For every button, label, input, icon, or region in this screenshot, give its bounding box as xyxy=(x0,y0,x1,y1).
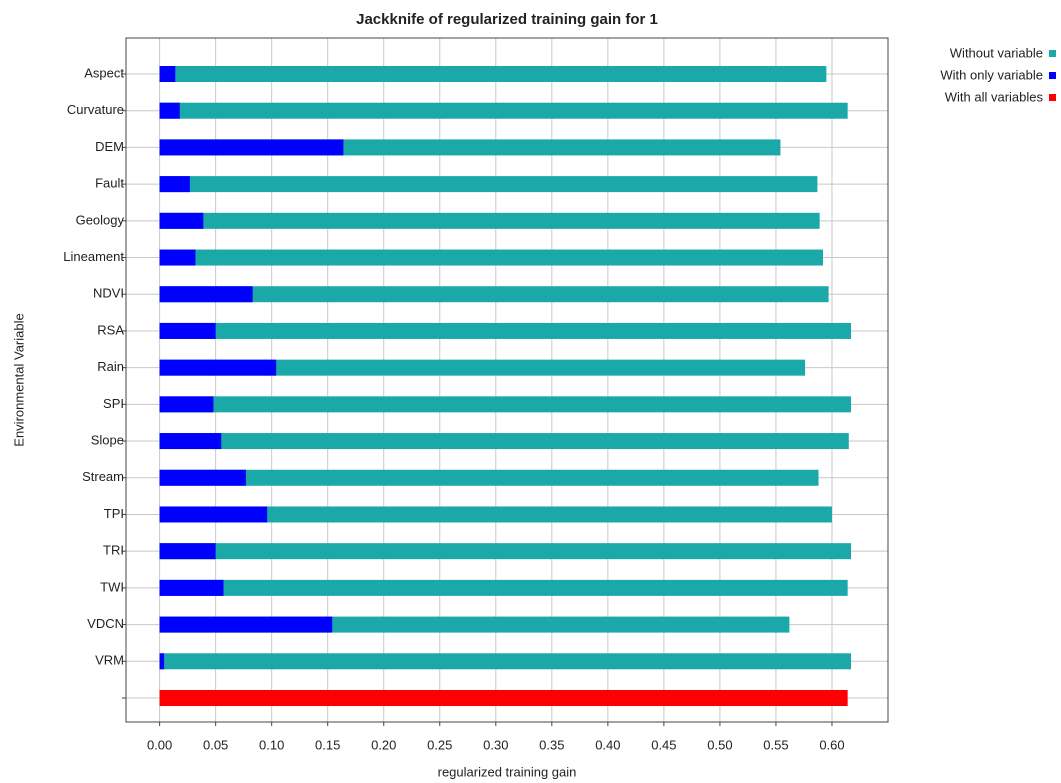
bar xyxy=(159,212,204,229)
x-tick-label: 0.20 xyxy=(371,737,396,752)
x-tick-label: 0.00 xyxy=(147,737,172,752)
bar xyxy=(159,359,806,376)
bar xyxy=(159,176,190,193)
y-axis-label: Environmental Variable xyxy=(11,313,26,446)
y-tick-label: Aspect xyxy=(84,65,124,80)
bar xyxy=(159,286,829,303)
legend-swatch xyxy=(1049,72,1056,79)
bar xyxy=(159,176,818,193)
bar xyxy=(159,249,196,266)
bar xyxy=(159,469,819,486)
y-tick-label: VDCN xyxy=(87,616,124,631)
bar xyxy=(159,469,246,486)
bar xyxy=(159,102,180,119)
chart-title: Jackknife of regularized training gain f… xyxy=(356,11,658,28)
x-tick-label: 0.50 xyxy=(707,737,732,752)
legend-swatch xyxy=(1049,50,1056,57)
x-tick-label: 0.05 xyxy=(203,737,228,752)
y-tick-label: TWI xyxy=(100,579,124,594)
y-tick-label: VRM xyxy=(95,653,124,668)
bar xyxy=(159,543,852,560)
bar xyxy=(159,653,165,670)
y-tick-label: Lineament xyxy=(63,249,124,264)
y-tick-label: Geology xyxy=(76,212,125,227)
x-tick-label: 0.35 xyxy=(539,737,564,752)
x-axis-label: regularized training gain xyxy=(438,764,577,779)
x-tick-label: 0.15 xyxy=(315,737,340,752)
bar xyxy=(159,433,222,450)
plot-frame xyxy=(125,37,889,723)
x-tick-label: 0.55 xyxy=(763,737,788,752)
bar xyxy=(159,543,216,560)
bar xyxy=(159,66,176,82)
bar xyxy=(159,322,216,339)
bar xyxy=(159,579,224,596)
bar xyxy=(159,396,852,413)
y-tick-label: Slope xyxy=(91,432,124,447)
bar xyxy=(159,616,333,633)
y-tick-label: Rain xyxy=(97,359,124,374)
bar xyxy=(159,690,848,706)
y-tick-label: Stream xyxy=(82,469,124,484)
bar xyxy=(159,286,253,303)
y-tick-label: SPI xyxy=(103,396,124,411)
y-tick-label: Curvature xyxy=(67,102,124,117)
legend-label: With only variable xyxy=(940,67,1043,82)
bar xyxy=(159,433,849,450)
y-tick-label: RSA xyxy=(97,322,124,337)
y-tick-label: Fault xyxy=(95,176,124,191)
legend-label: With all variables xyxy=(945,89,1044,104)
bar xyxy=(159,579,848,596)
bar xyxy=(159,249,824,266)
x-tick-label: 0.25 xyxy=(427,737,452,752)
bar xyxy=(159,359,277,376)
bar xyxy=(159,212,820,229)
bar xyxy=(159,396,214,413)
legend-swatch xyxy=(1049,94,1056,101)
x-tick-label: 0.45 xyxy=(651,737,676,752)
y-tick-label: NDVI xyxy=(93,286,124,301)
bar xyxy=(159,102,848,119)
bar xyxy=(159,139,344,156)
y-tick-label: TPI xyxy=(104,506,124,521)
x-tick-label: 0.30 xyxy=(483,737,508,752)
x-tick-label: 0.40 xyxy=(595,737,620,752)
x-tick-label: 0.10 xyxy=(259,737,284,752)
bar xyxy=(159,506,832,523)
legend-label: Without variable xyxy=(950,45,1043,60)
bar xyxy=(159,322,852,339)
y-tick-label: TRI xyxy=(103,543,124,558)
y-tick-label: DEM xyxy=(95,139,124,154)
x-tick-label: 0.60 xyxy=(819,737,844,752)
bar xyxy=(159,506,268,523)
bar xyxy=(159,66,827,82)
bar xyxy=(159,653,852,670)
